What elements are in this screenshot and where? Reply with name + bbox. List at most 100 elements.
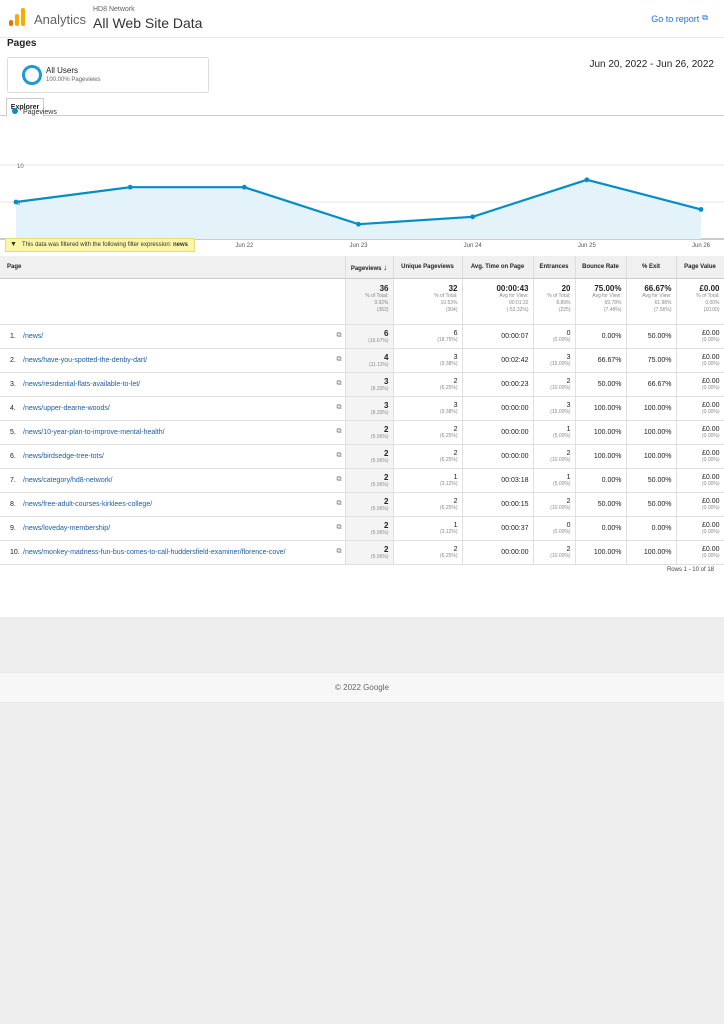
open-page-icon[interactable]: ⧉ xyxy=(336,548,342,555)
totals-row: 36% of Total: 9.92% (363) 32% of Total: 10.… xyxy=(0,278,724,325)
header-bounce-rate[interactable]: Bounce Rate xyxy=(575,256,627,279)
exit-cell: 66.67% xyxy=(626,372,677,397)
page-value-cell: £0.00 (0.00%) xyxy=(676,444,724,469)
row-index: 6. xyxy=(10,453,16,460)
page-link[interactable]: /news/birdsedge-tree-tots/ xyxy=(23,453,104,460)
row-index: 9. xyxy=(10,525,16,532)
page-cell: 5. /news/10-year-plan-to-improve-mental-h… xyxy=(0,420,346,445)
table-row[interactable]: 5. /news/10-year-plan-to-improve-mental-h… xyxy=(0,420,724,445)
tab-bar: Explorer xyxy=(0,97,724,117)
page-cell: 8. /news/free-adult-courses-kirklees-coll… xyxy=(0,492,346,517)
page-cell: 6. /news/birdsedge-tree-tots/ ⧉ xyxy=(0,444,346,469)
open-page-icon[interactable]: ⧉ xyxy=(336,452,342,459)
page-link[interactable]: /news/loveday-membership/ xyxy=(23,525,111,532)
analytics-logo-icon xyxy=(9,8,25,26)
avg-time-cell: 00:00:00 xyxy=(462,420,534,445)
table-row[interactable]: 7. /news/category/hd8-network/ ⧉ 2 (5.56%) 1(… xyxy=(0,468,724,493)
avg-time-cell: 00:00:15 xyxy=(462,492,534,517)
page-link[interactable]: /news/upper-dearne-woods/ xyxy=(23,405,110,412)
data-point-3 xyxy=(241,184,247,190)
avg-time-cell: 00:00:23 xyxy=(462,372,534,397)
row-index: 10. xyxy=(10,549,20,556)
table-row[interactable]: 9. /news/loveday-membership/ ⧉ 2 (5.56%) 1 (3.… xyxy=(0,516,724,541)
avg-time-cell: 00:00:07 xyxy=(462,324,534,349)
exit-cell: 100.00% xyxy=(626,444,677,469)
row-index: 7. xyxy=(10,477,16,484)
header-entrances[interactable]: Entrances xyxy=(533,256,576,279)
open-page-icon[interactable]: ⧉ xyxy=(336,524,342,531)
account-name[interactable]: HD8 Network xyxy=(93,6,135,13)
unique-cell: 3 (9.38%) xyxy=(393,396,463,421)
logo-bar-2 xyxy=(15,14,19,26)
table-row[interactable]: 2. /news/have-you-spotted-the-denby-dart/… xyxy=(0,348,724,373)
open-page-icon[interactable]: ⧉ xyxy=(336,476,342,483)
external-link-icon: ⧉ xyxy=(702,13,708,22)
header-page-value[interactable]: Page Value xyxy=(676,256,724,279)
header-pageviews[interactable]: Pageviews ↓ xyxy=(345,256,394,279)
page-link[interactable]: /news/10-year-plan-to-improve-mental-hea… xyxy=(23,429,165,436)
total-bounce: 75.00% Avg for View: 69.78% (7.48%) xyxy=(575,278,627,325)
segment-card[interactable]: All Users 100.00% Pageviews xyxy=(7,57,209,93)
bounce-cell: 0.00% xyxy=(575,324,627,349)
data-point-6 xyxy=(584,177,590,183)
table-row[interactable]: 10./news/monkey-madness-fun-bus-comes-to… xyxy=(0,540,724,565)
segment-subtitle: 100.00% Pageviews xyxy=(46,77,101,83)
entrances-cell: 3 (15.00%) xyxy=(533,396,576,421)
date-range-selector[interactable]: Jun 20, 2022 - Jun 26, 2022 xyxy=(589,59,714,70)
page-cell: 10./news/monkey-madness-fun-bus-comes-to… xyxy=(0,540,346,565)
open-page-icon[interactable]: ⧉ xyxy=(336,332,342,339)
segment-circle-icon xyxy=(22,65,42,85)
row-index: 5. xyxy=(10,429,16,436)
chart-legend[interactable]: Pageviews xyxy=(12,108,57,116)
page-link[interactable]: /news/ xyxy=(23,333,44,340)
pageviews-cell: 3 (8.33%) xyxy=(345,372,394,397)
page-cell: 4. /news/upper-dearne-woods/ ⧉ xyxy=(0,396,346,421)
page-link[interactable]: /news/monkey-madness-fun-bus-comes-to-ca… xyxy=(23,549,286,556)
header-unique-pageviews[interactable]: Unique Pageviews xyxy=(393,256,463,279)
page-link[interactable]: /news/residential-flats-available-to-let… xyxy=(23,381,141,388)
entrances-cell: 1 (5.00%) xyxy=(533,420,576,445)
unique-cell: 2 (6.25%) xyxy=(393,492,463,517)
header-avg-time[interactable]: Avg. Time on Page xyxy=(462,256,534,279)
page-background xyxy=(0,617,724,672)
pageviews-cell: 2 (5.56%) xyxy=(345,540,394,565)
open-page-icon[interactable]: ⧉ xyxy=(336,356,342,363)
go-to-report-label: Go to report xyxy=(651,14,700,24)
pageviews-cell: 6 (16.67%) xyxy=(345,324,394,349)
x-tick-label: Jun 22 xyxy=(235,243,254,249)
table-row[interactable]: 8. /news/free-adult-courses-kirklees-coll… xyxy=(0,492,724,517)
bounce-cell: 50.00% xyxy=(575,492,627,517)
rows-indicator: Rows 1 - 10 of 18 xyxy=(666,567,714,573)
table-row[interactable]: 4. /news/upper-dearne-woods/ ⧉ 3 (8.33%) 3 (9.… xyxy=(0,396,724,421)
table-row[interactable]: 1. /news/ ⧉ 6 (16.67%) 6 (18.75%) 00:00:07 0 (0.0… xyxy=(0,324,724,349)
unique-cell: 1 (3.12%) xyxy=(393,468,463,493)
entrances-cell: 2 (10.00%) xyxy=(533,444,576,469)
header-page[interactable]: Page xyxy=(0,256,346,279)
page-link[interactable]: /news/have-you-spotted-the-denby-dart/ xyxy=(23,357,148,364)
header-exit[interactable]: % Exit xyxy=(626,256,677,279)
pageviews-cell: 3 (8.33%) xyxy=(345,396,394,421)
pageviews-cell: 2 (5.56%) xyxy=(345,468,394,493)
page-link[interactable]: /news/category/hd8-network/ xyxy=(23,477,113,484)
page-value-cell: £0.00 (0.00%) xyxy=(676,492,724,517)
unique-cell: 2 (6.25%) xyxy=(393,372,463,397)
table-row[interactable]: 6. /news/birdsedge-tree-tots/ ⧉ 2 (5.56%) 2 (6… xyxy=(0,444,724,469)
total-avg-time: 00:00:43 Avg for View: 00:01:32 (-53.32%) xyxy=(462,278,534,325)
entrances-cell: 3 (15.00%) xyxy=(533,348,576,373)
exit-cell: 75.00% xyxy=(626,348,677,373)
exit-cell: 50.00% xyxy=(626,324,677,349)
avg-time-cell: 00:02:42 xyxy=(462,348,534,373)
table-row[interactable]: 3. /news/residential-flats-available-to-l… xyxy=(0,372,724,397)
open-page-icon[interactable]: ⧉ xyxy=(336,404,342,411)
open-page-icon[interactable]: ⧉ xyxy=(336,500,342,507)
page-link[interactable]: /news/free-adult-courses-kirklees-colleg… xyxy=(23,501,153,508)
segment-name: All Users xyxy=(46,66,79,75)
x-tick-label: Jun 25 xyxy=(578,243,597,249)
go-to-report-link[interactable]: Go to report ⧉ xyxy=(651,13,708,24)
view-selector[interactable]: All Web Site Data xyxy=(93,15,203,31)
exit-cell: 50.00% xyxy=(626,468,677,493)
open-page-icon[interactable]: ⧉ xyxy=(336,380,342,387)
data-point-1 xyxy=(13,199,19,205)
logo-bar-3 xyxy=(21,8,25,26)
open-page-icon[interactable]: ⧉ xyxy=(336,428,342,435)
